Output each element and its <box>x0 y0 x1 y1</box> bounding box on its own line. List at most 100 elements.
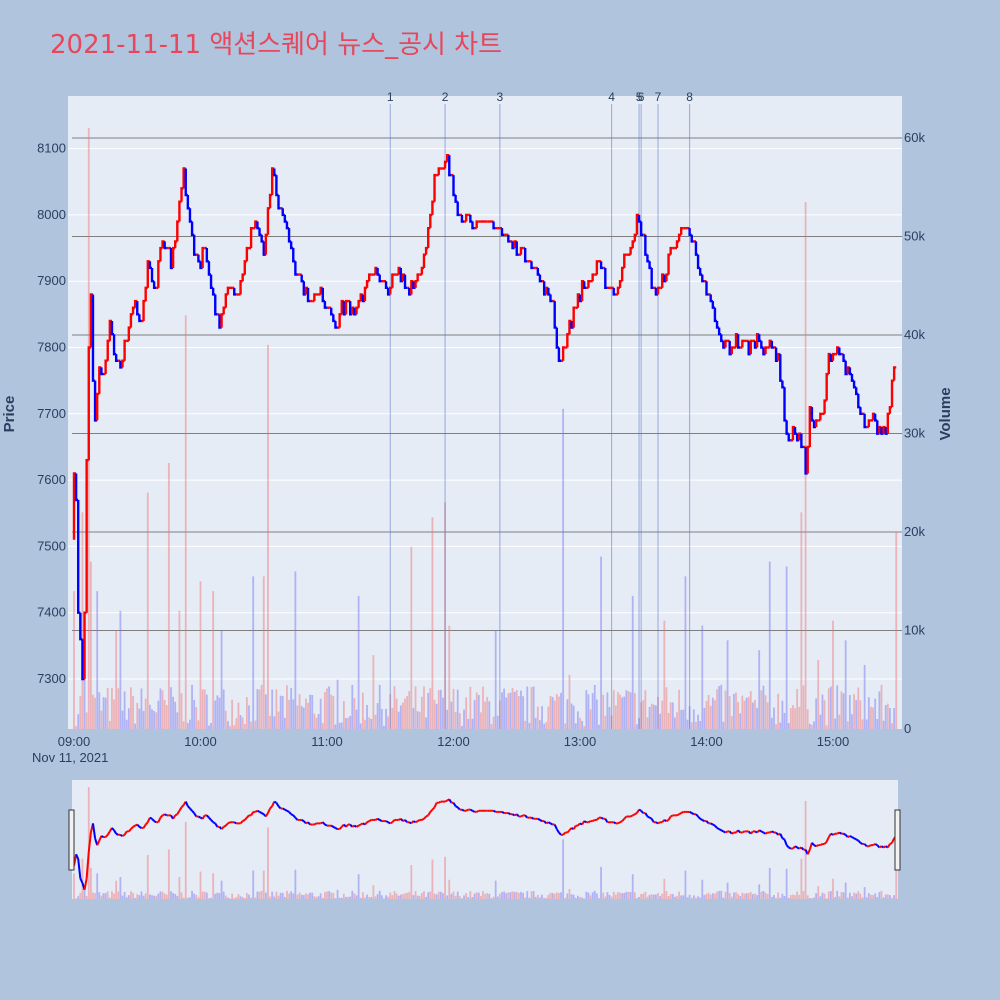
volume-bar <box>458 713 461 729</box>
volume-bar <box>250 721 252 729</box>
slider-price-segment <box>292 814 297 819</box>
slider-volume-bar <box>876 897 879 899</box>
slider-volume-bar <box>673 896 676 899</box>
slider-price-segment <box>239 820 244 825</box>
slider-price-segment <box>187 805 191 810</box>
volume-bar <box>127 708 130 729</box>
volume-bar <box>827 688 830 729</box>
volume-bar <box>355 709 358 729</box>
slider-volume-bar <box>593 890 596 899</box>
slider-volume-bar <box>383 898 385 899</box>
volume-bar <box>300 706 303 729</box>
volume-bar <box>722 721 725 729</box>
slider-price-segment <box>827 833 832 838</box>
slider-volume-bar <box>385 895 387 899</box>
slider-volume-bar <box>281 892 284 899</box>
volume-bar <box>846 721 849 729</box>
volume-bar <box>663 620 666 729</box>
slider-volume-bar <box>458 896 461 899</box>
slider-volume-bar <box>595 893 598 899</box>
slider-price-segment <box>815 844 819 848</box>
slider-volume-bar <box>507 892 510 899</box>
price-candle <box>492 221 496 230</box>
volume-bar <box>593 684 596 729</box>
volume-bar <box>182 721 185 729</box>
slider-volume-bar <box>669 894 672 899</box>
volume-bar <box>817 660 820 729</box>
slider-volume-bar <box>454 895 457 899</box>
volume-bar <box>558 696 560 729</box>
slider-volume-bar <box>399 894 402 899</box>
volume-bar <box>446 709 449 729</box>
volume-bar <box>482 686 484 729</box>
slider-price-segment <box>362 822 366 826</box>
slider-volume-bar <box>414 891 417 899</box>
price-candle <box>749 339 753 355</box>
volume-bar <box>568 674 571 729</box>
slider-volume-bar <box>96 873 99 899</box>
slider-volume-bar <box>614 894 617 899</box>
volume-bar <box>496 715 499 729</box>
price-candle <box>787 433 791 442</box>
slider-volume-bar <box>376 894 379 899</box>
volume-bar <box>106 687 109 729</box>
volume-bar <box>429 688 432 729</box>
slider-volume-bar <box>402 894 404 899</box>
slider-volume-bar <box>241 896 244 899</box>
slider-price-segment <box>553 824 558 830</box>
volume-bar <box>743 700 746 729</box>
price-candle <box>736 334 741 349</box>
slider-price-segment <box>596 816 600 821</box>
slider-volume-bar <box>775 898 777 899</box>
slider-volume-bar <box>665 891 668 899</box>
range-slider-handle-right[interactable] <box>894 809 901 871</box>
volume-axis-ticks: 0 10k 20k 30k 40k 50k 60k <box>904 130 925 736</box>
slider-price-segment <box>379 819 383 822</box>
slider-volume-bar <box>323 892 326 899</box>
volume-bar <box>787 723 790 729</box>
volume-bar <box>555 694 558 729</box>
volume-bar <box>730 716 733 729</box>
slider-price-segment <box>415 820 419 824</box>
price-candle <box>530 261 534 270</box>
slider-price-segment <box>364 821 368 826</box>
slider-price-segment <box>400 818 404 822</box>
y-axis-title-volume: Volume <box>937 387 954 440</box>
range-slider-background[interactable] <box>72 780 898 899</box>
slider-price-segment <box>96 840 101 846</box>
volume-bar <box>309 694 312 729</box>
slider-price-segment <box>765 831 769 835</box>
slider-price-segment <box>741 830 745 834</box>
price-candle <box>867 419 871 428</box>
volume-bar <box>572 705 575 729</box>
volume-bar <box>745 697 748 729</box>
volume-bar <box>448 625 451 729</box>
time-tick-label: 09:00 <box>58 734 91 749</box>
price-candle <box>245 246 249 262</box>
price-candle <box>572 306 576 328</box>
slider-volume-bar <box>416 895 419 899</box>
volume-bar <box>229 725 231 729</box>
volume-bar <box>323 692 326 729</box>
slider-volume-bar <box>895 862 898 899</box>
volume-bar <box>115 630 118 729</box>
volume-bar <box>178 610 181 729</box>
price-candle <box>819 412 823 421</box>
volume-bar <box>286 685 288 729</box>
range-slider-handle-left[interactable] <box>68 809 75 871</box>
slider-volume-bar <box>252 870 255 899</box>
volume-bar <box>123 691 126 729</box>
slider-price-segment <box>547 821 551 825</box>
slider-price-segment <box>389 821 393 825</box>
price-candle <box>587 280 591 288</box>
volume-bar <box>283 717 286 729</box>
slider-price-segment <box>332 825 336 829</box>
price-candle <box>456 201 460 217</box>
volume-bar <box>520 690 522 729</box>
volume-bar <box>709 705 712 729</box>
slider-volume-bar <box>254 897 257 899</box>
volume-bar <box>342 701 345 729</box>
volume-bar <box>720 684 723 729</box>
slider-price-segment <box>261 812 265 816</box>
slider-volume-bar <box>340 897 343 899</box>
